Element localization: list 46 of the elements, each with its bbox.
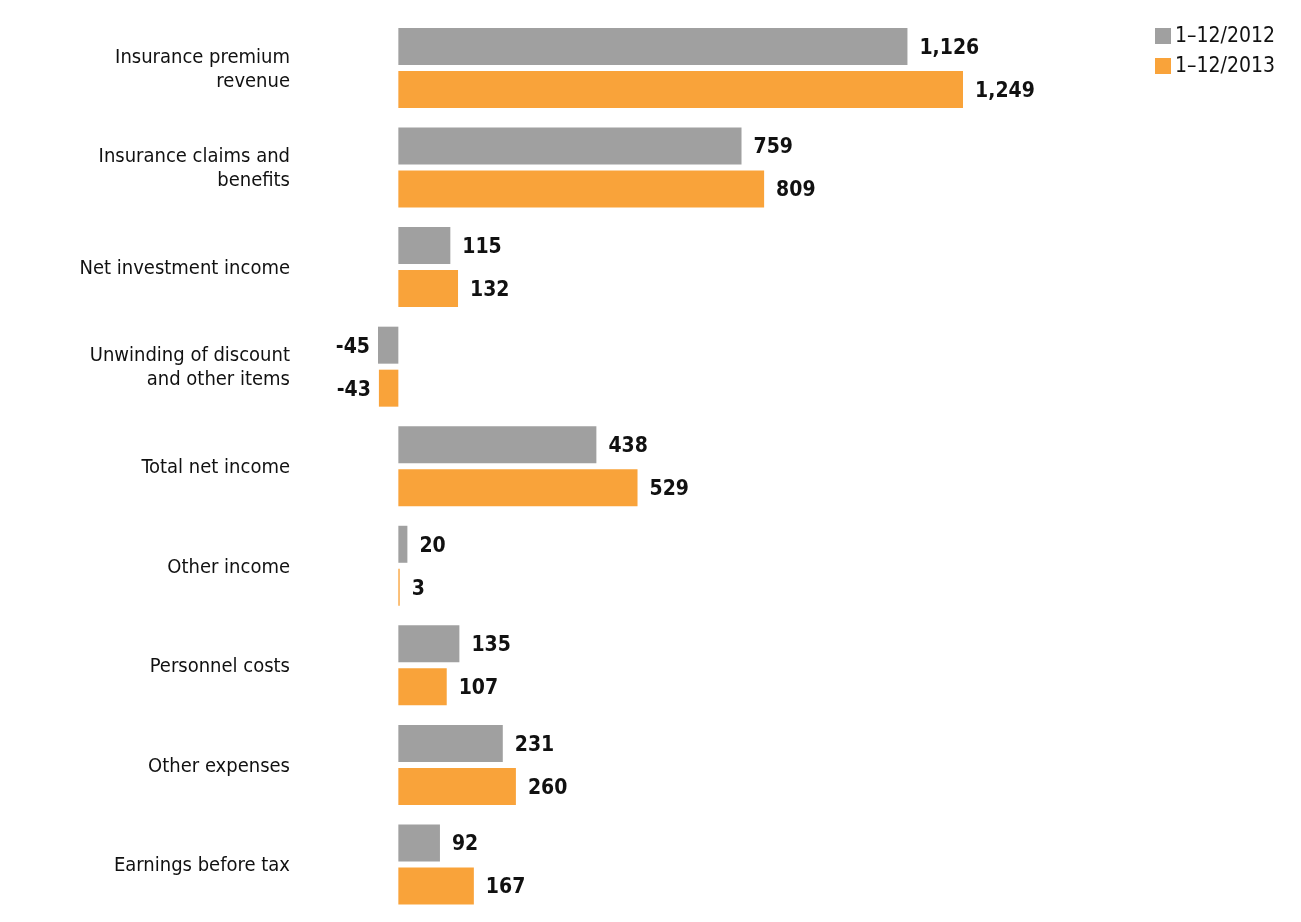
data-label: -45: [335, 333, 370, 358]
bar: [398, 724, 503, 762]
data-label: 529: [649, 476, 689, 501]
y-tick-label: Net investment income: [79, 254, 290, 279]
y-tick-label: Personnel costs: [149, 653, 290, 678]
y-tick-label: Insurance premium revenue: [115, 43, 290, 92]
bar: [398, 28, 908, 65]
legend-label: 1–12/2012: [1175, 23, 1275, 47]
data-label: 809: [776, 177, 816, 202]
y-tick-label: Earnings before tax: [113, 852, 291, 877]
data-label: 132: [470, 276, 510, 301]
bar: [398, 127, 742, 165]
data-label: 107: [458, 675, 499, 700]
y-tick-label: Insurance claims and benefits: [98, 143, 290, 192]
data-label: 759: [753, 134, 793, 159]
bar: [398, 270, 459, 308]
bar: [398, 227, 451, 265]
bar: [398, 525, 408, 563]
data-label: 1,249: [975, 77, 1035, 102]
data-label: 115: [462, 233, 502, 258]
bar: [398, 170, 765, 208]
data-label: 92: [451, 831, 479, 856]
data-label: -43: [336, 376, 371, 401]
y-tick-label: Other expenses: [148, 752, 290, 777]
bar: [398, 469, 638, 507]
bar: [378, 326, 399, 364]
legend-label: 1–12/2013: [1175, 53, 1275, 77]
data-label: 167: [485, 874, 526, 899]
y-tick-label: Other income: [167, 553, 290, 578]
bar: [398, 71, 964, 108]
bar: [398, 426, 597, 464]
y-tick-label: Total net income: [140, 454, 290, 478]
bar: [398, 625, 460, 663]
bar: [398, 867, 474, 905]
data-label: 3: [411, 575, 425, 600]
data-label: 438: [608, 433, 648, 458]
bar: [398, 767, 516, 805]
data-label: 20: [419, 532, 446, 557]
bar: [398, 668, 447, 706]
bar: [398, 824, 440, 862]
data-label: 260: [527, 774, 568, 799]
bar: [378, 369, 399, 407]
data-label: 231: [514, 731, 555, 756]
data-label: 135: [471, 632, 511, 657]
data-label: 1,126: [919, 34, 980, 59]
y-tick-label: Unwinding of discount and other items: [89, 342, 290, 391]
